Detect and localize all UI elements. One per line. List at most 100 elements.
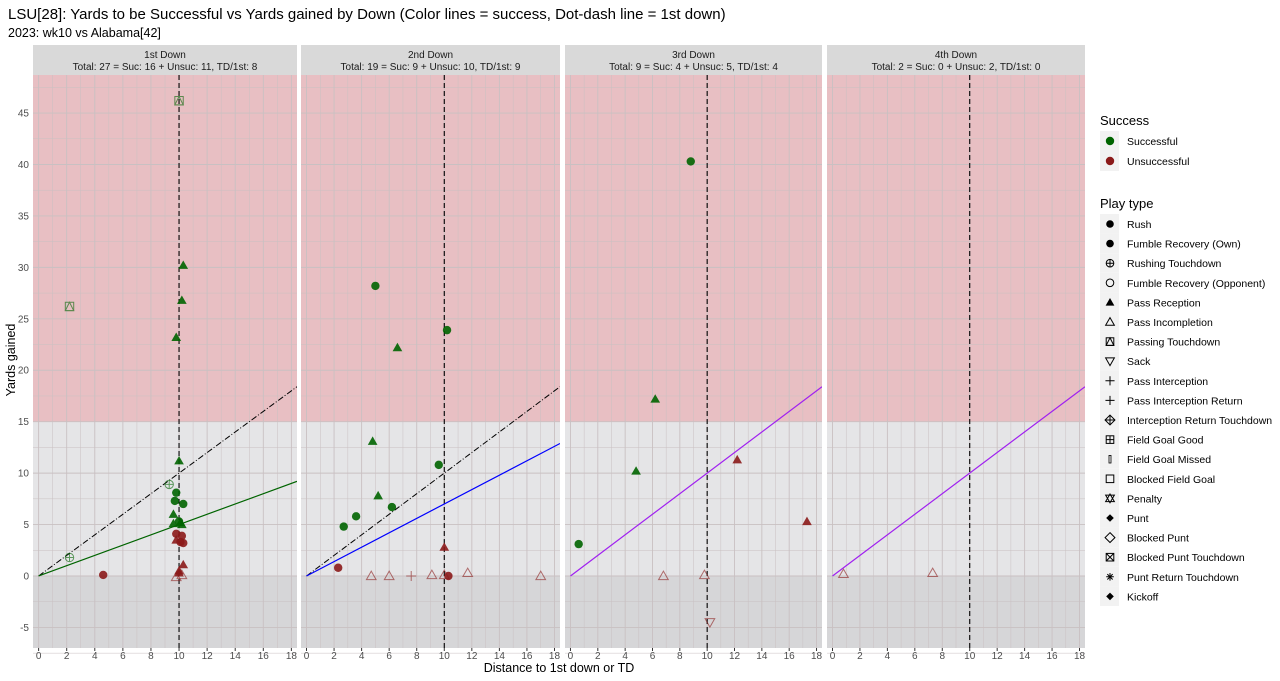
legend-triangle-open-icon [1104,316,1116,326]
legend-plus-icon [1105,376,1115,386]
legend-item-label: Fumble Recovery (Own) [1127,239,1241,251]
data-point-pass-incompletion [657,570,670,581]
x-tick-label: 14 [494,651,506,662]
x-tick-label: 14 [756,651,768,662]
x-tick-label: 8 [414,651,420,662]
y-tick-label: 30 [18,263,30,274]
legend-item-label: Field Goal Good [1127,435,1204,447]
legend-square-triangle-icon [1105,336,1115,346]
legend-bar-icon [1108,454,1112,464]
x-tick-label: 18 [286,651,298,662]
legend-item-label: Punt [1127,513,1149,525]
data-point-pass-reception [168,509,179,518]
legend-item-label: Pass Interception Return [1127,395,1243,407]
data-point-pass-reception [168,518,179,528]
first-down-dotdash-line [306,386,560,577]
x-tick-label: 4 [92,651,98,662]
legend-item-label: Pass Reception [1127,297,1201,309]
data-point-pass-reception [171,535,182,544]
data-point-pass-reception [439,542,450,551]
y-tick-label: 40 [18,160,30,171]
y-tick-label: 25 [18,314,30,325]
data-point-pass-incompletion [698,569,711,580]
chart-subtitle: 2023: wk10 vs Alabama[42] [8,26,161,40]
x-tick-label: 16 [1047,651,1059,662]
legend-item-label: Punt Return Touchdown [1127,572,1239,584]
y-axis-label: Yards gained [4,324,18,397]
facet-label: 3rd Down [672,50,715,61]
x-tick-label: 0 [568,651,574,662]
legend-triangle-down-open-icon [1104,357,1116,367]
legend-key-unsuccessful [1105,156,1115,166]
data-point-rush [333,563,343,572]
facet-summary: Total: 27 = Suc: 16 + Unsuc: 11, TD/1st:… [73,62,258,73]
data-point-pass-reception [367,436,378,445]
facet-strip [301,45,560,75]
legend: Success Play type Successful Unsuccessful… [1100,113,1272,606]
y-tick-label: 35 [18,211,30,222]
first-down-dotdash-line [38,386,297,577]
data-point-passing-touchdown [64,301,75,312]
data-point-rush [371,281,380,291]
legend-circle-open-icon [1105,278,1115,288]
chart-title: LSU[28]: Yards to be Successful vs Yards… [8,6,726,23]
x-tick-label: 16 [258,651,270,662]
data-point-pass-incompletion [438,569,450,580]
legend-item-label: Field Goal Missed [1127,454,1211,466]
y-tick-label: 20 [18,366,30,377]
x-tick-label: 0 [304,651,310,662]
data-point-pass-reception [631,466,641,475]
x-tick-label: 12 [729,651,741,662]
data-point-rush [574,539,583,549]
x-tick-label: 8 [677,651,683,662]
data-point-pass-incompletion [383,570,395,581]
legend-item-label: Pass Interception [1127,376,1208,388]
x-tick-label: 4 [622,651,628,662]
legend-star-icon [1104,493,1116,504]
x-tick-label: 10 [439,651,451,662]
facet-strip [33,45,297,75]
x-tick-label: 10 [173,651,185,662]
legend-square-x-icon [1105,552,1115,562]
legend-item-label: Sack [1127,356,1151,368]
y-tick-label: 0 [23,571,29,582]
data-point-pass-incompletion [462,567,474,578]
facet-label: 2nd Down [408,50,453,61]
data-point-rush [351,512,361,521]
facet-strip [565,45,822,75]
legend-asterisk-icon [1106,573,1114,581]
data-point-passing-touchdown [174,95,185,106]
y-tick-label: 45 [18,109,30,120]
x-tick-label: 18 [1074,651,1086,662]
data-point-pass-reception [177,295,187,304]
x-tick-label: 10 [702,651,714,662]
legend-diamond-icon [1106,514,1114,522]
legend-plus-icon [1105,395,1115,405]
facet-summary: Total: 19 = Suc: 9 + Unsuc: 10, TD/1st: … [341,62,521,73]
y-tick-label: 15 [18,417,30,428]
facet-label: 1st Down [144,50,186,61]
legend-square-plus-icon [1105,435,1115,444]
data-point-pass-incompletion [365,570,377,581]
x-tick-label: 6 [386,651,392,662]
x-tick-label: 6 [912,651,918,662]
legend-item-label: Blocked Field Goal [1127,474,1215,486]
data-point-rush [686,157,695,166]
data-point-rush [339,522,348,531]
facet-summary: Total: 2 = Suc: 0 + Unsuc: 2, TD/1st: 0 [872,62,1041,73]
data-point-pass-reception [178,559,189,569]
legend-item-label: Passing Touchdown [1127,337,1220,349]
legend-item-label: Penalty [1127,493,1163,505]
x-tick-label: 0 [830,651,836,662]
legend-item-label: Fumble Recovery (Opponent) [1127,278,1265,290]
data-point-pass-reception [392,342,403,352]
legend-square-open-icon [1105,474,1115,484]
x-tick-label: 2 [64,651,70,662]
legend-triangle-icon [1105,298,1115,306]
x-tick-label: 14 [230,651,242,662]
legend-key-successful [1105,136,1115,146]
data-point-pass-reception [171,332,182,341]
x-tick-label: 4 [885,651,891,662]
